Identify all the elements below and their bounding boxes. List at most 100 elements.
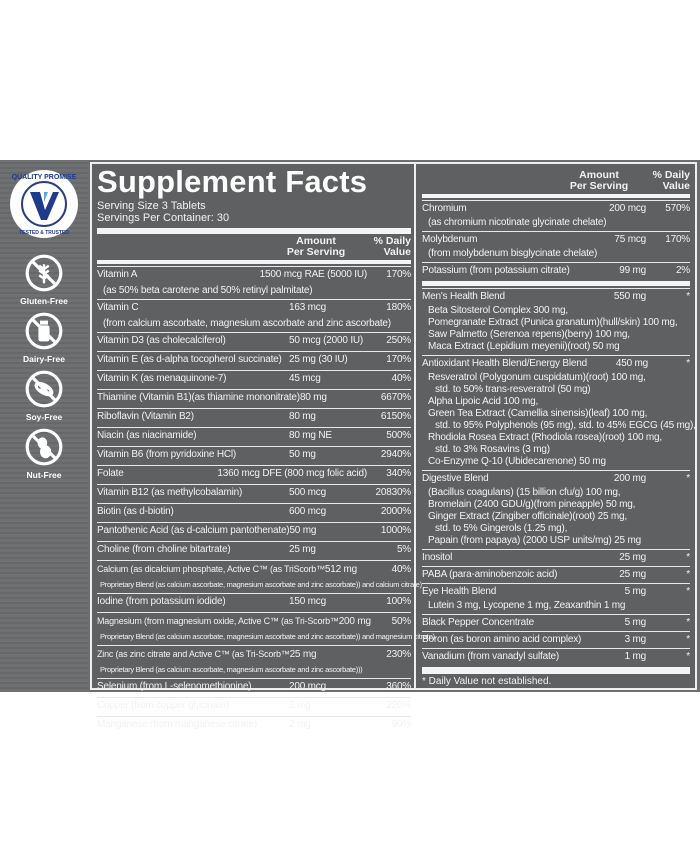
nutrient-amount: 2 mg	[289, 719, 311, 730]
nutrient-row: Zinc (as zinc citrate and Active C™ (as …	[97, 645, 411, 678]
nutrient-detail: (Bacillus coagulans) (15 billion cfu/g) …	[428, 487, 621, 498]
nutrient-detail: Proprietary Blend (as calcium ascorbate,…	[100, 632, 435, 641]
nutrient-name: Copper (from copper glycinate)	[97, 700, 229, 711]
daily-value: *	[686, 291, 690, 302]
right-column: Amount Per Serving % Daily Value Chromium 2…	[422, 164, 696, 687]
nutrient-name: Pantothenic Acid (as d-calcium pantothen…	[97, 525, 290, 536]
nutrient-name: Vitamin A	[97, 269, 138, 280]
nutrient-amount: 80 mg	[299, 392, 327, 403]
amount-header: Amount Per Serving	[569, 169, 629, 192]
nutrient-name: Thiamine (Vitamin B1)(as thiamine mononi…	[97, 392, 300, 403]
nutrient-row: Vitamin K (as menaquinone-7) 45 mcg 40%	[97, 370, 411, 389]
nutrient-amount: 5 mg	[624, 617, 647, 628]
daily-value: 6150%	[380, 411, 411, 422]
nutrient-detail: (as chromium nicotinate glycinate chelat…	[428, 217, 607, 228]
daily-value: *	[686, 358, 690, 369]
nutrient-name: Vitamin K (as menaquinone-7)	[97, 373, 227, 384]
divider-bar	[97, 228, 411, 234]
nutrient-detail: Maca Extract (Lepidium meyenii)(root) 50…	[428, 341, 620, 352]
nutrient-name: Vitamin E (as d-alpha tocopherol succina…	[97, 354, 282, 365]
nutrient-row: Pantothenic Acid (as d-calcium pantothen…	[97, 522, 411, 541]
nutrient-name: Selenium (from L-selenomethionine)	[97, 681, 252, 692]
nutrient-name: Potassium (from potassium citrate)	[422, 265, 570, 276]
nutrient-row: Folate 1360 mcg DFE (800 mcg folic acid) 3…	[97, 465, 411, 484]
daily-value: 100%	[386, 596, 411, 607]
nutrient-name: Biotin (as d-biotin)	[97, 506, 174, 517]
daily-value: 20830%	[375, 487, 412, 498]
nutrient-amount: 1360 mcg DFE (800 mcg folic acid)	[217, 468, 367, 479]
nutrient-name: Vitamin B6 (from pyridoxine HCl)	[97, 449, 237, 460]
nutrient-row: Biotin (as d-biotin) 600 mcg 2000%	[97, 503, 411, 522]
nutrient-detail: Pomegranate Extract (Punica granatum)(hu…	[428, 317, 678, 328]
nutrient-amount: 50 mg	[289, 449, 316, 460]
daily-value: 50%	[391, 616, 412, 627]
daily-value: *	[686, 634, 690, 645]
badge-label: Soy-Free	[25, 412, 63, 422]
nutrient-row: Inositol 25 mg *	[422, 549, 690, 566]
nutrient-row: Vanadium (from vanadyl sulfate) 1 mg *	[422, 648, 690, 665]
nutrient-detail: Proprietary Blend (as calcium ascorbate,…	[100, 665, 363, 674]
nutrient-amount: 75 mcg	[614, 234, 646, 245]
servings-per-container: Servings Per Container: 30	[97, 212, 230, 224]
nutrient-detail: Green Tea Extract (Camellia sinensis)(le…	[428, 408, 648, 419]
left-column: Supplement Facts Serving Size 3 Tablets …	[97, 164, 435, 735]
nutrient-detail: Papain (from papaya) (2000 USP units/mg)…	[428, 535, 641, 546]
nutrient-amount: 200 mg	[613, 473, 646, 484]
nutrient-detail: Resveratrol (Polygonum cuspidatum)(root)…	[428, 372, 646, 383]
facts-title: Supplement Facts	[97, 164, 368, 199]
nutrient-row: Choline (from choline bitartrate) 25 mg 5%	[97, 541, 411, 560]
nutrient-detail: Proprietary Blend (as calcium ascorbate,…	[100, 580, 422, 589]
nutrient-detail: (from calcium ascorbate, magnesium ascor…	[103, 318, 391, 329]
nutrient-amount: 550 mg	[613, 291, 646, 302]
nutrient-amount: 25 mg	[289, 649, 317, 660]
quality-promise-seal-icon: QUALITY PROMISE TESTED & TRUSTED	[10, 170, 78, 238]
nutrient-name: Inositol	[422, 552, 453, 563]
daily-value: 6670%	[380, 392, 411, 403]
nutrient-amount: 45 mcg	[289, 373, 321, 384]
nutrient-row: Magnesium (from magnesium oxide, Active …	[97, 612, 435, 645]
nutrient-detail: Bromelain (2400 GDU/g)(from pineapple) 5…	[428, 499, 636, 510]
daily-value: 2940%	[380, 449, 411, 460]
nutrient-detail: (from molybdenum bisglycinate chelate)	[428, 248, 598, 259]
footnote: * Daily Value not established.	[422, 676, 552, 687]
quality-promise-badge: QUALITY PROMISE TESTED & TRUSTED	[0, 168, 88, 243]
nutrient-detail: std. to 50% trans-resveratrol (50 mg)	[435, 384, 591, 395]
nutrient-row: Antioxidant Health Blend/Energy Blend 450…	[422, 355, 696, 470]
daily-value: 340%	[386, 468, 411, 479]
nutrient-name: Boron (as boron amino acid complex)	[422, 634, 582, 645]
nutrient-detail: Alpha Lipoic Acid 100 mg,	[428, 396, 539, 407]
nutrient-amount: 25 mg	[289, 544, 316, 555]
nutrient-row: Selenium (from L-selenomethionine) 200 mc…	[97, 678, 411, 697]
nutrient-amount: 25 mg	[619, 569, 646, 580]
daily-value: *	[686, 552, 690, 563]
badge-label: Dairy-Free	[22, 354, 66, 364]
nutrient-amount: 99 mg	[619, 265, 646, 276]
nutrient-amount: 50 mcg (2000 IU)	[289, 335, 364, 346]
dv-header: % Daily Value	[652, 169, 690, 192]
nutrient-amount: 600 mcg	[289, 506, 326, 517]
nutrient-detail: (as 50% beta carotene and 50% retinyl pa…	[103, 285, 313, 296]
daily-value: *	[686, 617, 690, 628]
nutrient-detail: Saw Palmetto (Serenoa repens)(berry) 100…	[428, 329, 630, 340]
column-header: Amount Per Serving % Daily Value	[422, 164, 690, 192]
nutrient-row: Vitamin E (as d-alpha tocopherol succina…	[97, 351, 411, 370]
nutrient-detail: Co-Enzyme Q-10 (Ubidecarenone) 50 mg	[428, 456, 606, 467]
nutrient-name: Magnesium (from magnesium oxide, Active …	[97, 616, 339, 626]
nutrient-name: Iodine (from potassium iodide)	[97, 596, 226, 607]
nutrient-row: Vitamin B6 (from pyridoxine HCl) 50 mg 294…	[97, 446, 411, 465]
nutrient-detail: std. to 3% Rosavins (3 mg)	[435, 444, 550, 455]
amount-header: Amount Per Serving	[286, 235, 346, 258]
daily-value: 360%	[386, 681, 411, 692]
daily-value: 230%	[386, 649, 411, 660]
serving-size: Serving Size 3 Tablets	[97, 200, 206, 212]
nutrient-amount: 3 mg	[624, 634, 647, 645]
divider-bar	[97, 260, 411, 264]
nutrient-row: Vitamin C 163 mcg 180% (from calcium ascorb…	[97, 299, 411, 332]
divider-bar	[422, 194, 690, 198]
daily-value: 180%	[386, 302, 411, 313]
nutrient-detail: std. to 95% Polyphenols (95 mg), std. to…	[435, 420, 696, 431]
daily-value: *	[686, 651, 690, 662]
nutrient-name: Digestive Blend	[422, 473, 489, 484]
daily-value: *	[686, 586, 690, 597]
nutrient-row: Manganese (from manganese citrate) 2 mg 90…	[97, 716, 411, 735]
